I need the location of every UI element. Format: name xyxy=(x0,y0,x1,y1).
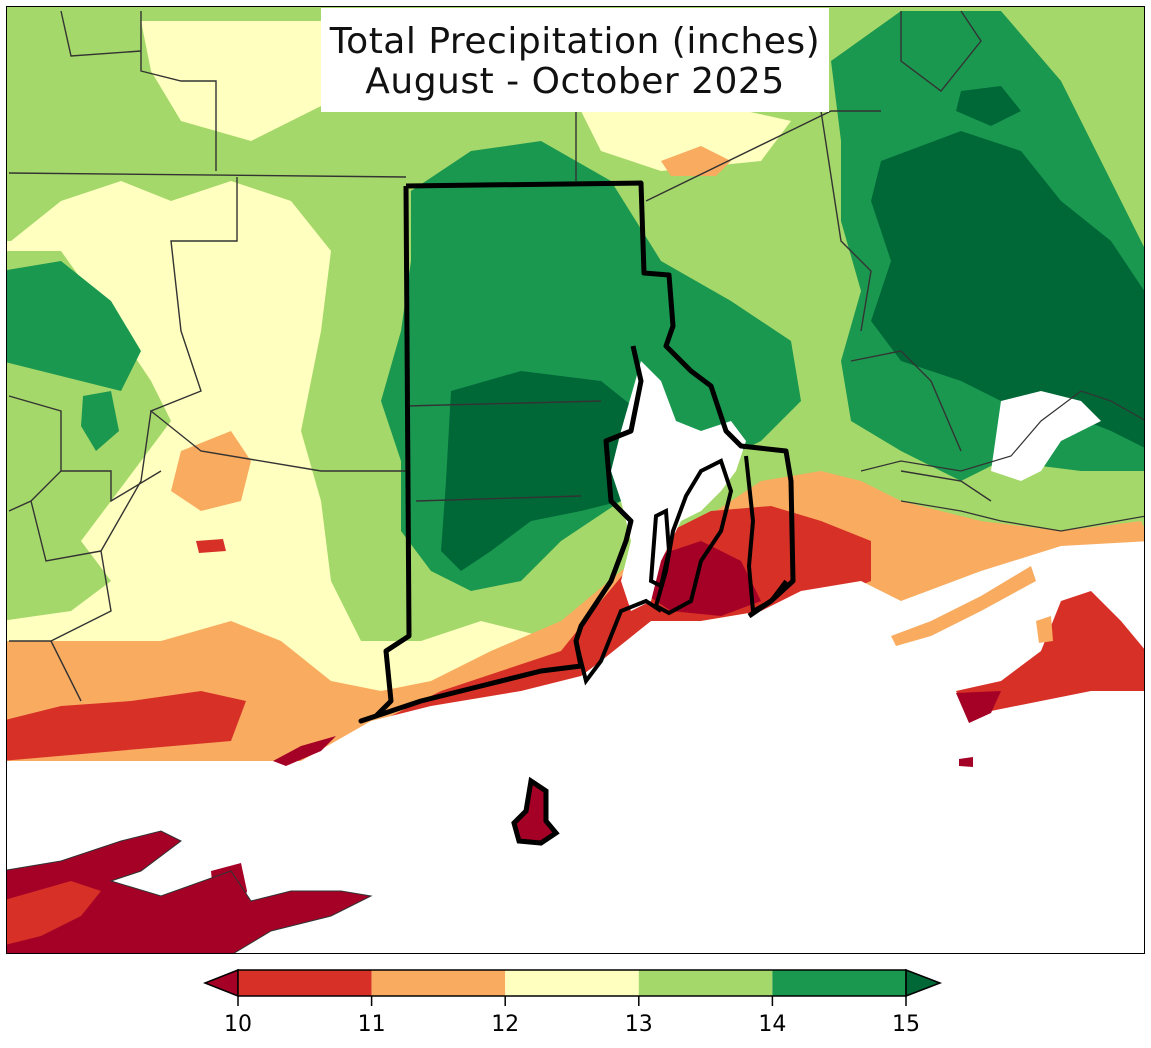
colorbar-bin-11-12 xyxy=(371,970,506,996)
colorbar-bin-12-13 xyxy=(505,970,639,996)
title-line-1: Total Precipitation (inches) xyxy=(329,21,821,62)
block-island xyxy=(511,776,560,846)
colorbar-tick-label: 13 xyxy=(624,1012,653,1037)
long-island-outline xyxy=(7,830,373,953)
colorbar-bin-14-15 xyxy=(772,970,906,996)
precipitation-map xyxy=(7,7,1144,953)
field-gt15-ri xyxy=(441,371,661,571)
colorbar-bin-13-14 xyxy=(638,970,773,996)
field-lt10-ri xyxy=(641,541,761,616)
marthas-vineyard-orange xyxy=(1036,616,1053,643)
conanicut-island xyxy=(648,507,672,589)
colorbar xyxy=(202,968,943,1006)
field-gt15-ma xyxy=(871,131,1144,448)
colorbar-extend-min xyxy=(202,968,239,998)
elizabeth-islands xyxy=(891,566,1036,646)
map-frame xyxy=(6,6,1145,954)
long-island xyxy=(7,831,371,953)
colorbar-bins xyxy=(202,968,943,1006)
field-14-15-ct xyxy=(7,261,141,391)
buzzards-bay xyxy=(991,391,1101,481)
colorbar-extend-max xyxy=(905,968,943,998)
field-12-13-patch-ne xyxy=(581,101,791,171)
colorbar-tick-label: 12 xyxy=(491,1012,520,1037)
field-10-11-spot xyxy=(196,539,226,553)
field-gt15-north xyxy=(956,86,1021,126)
title-line-2: August - October 2025 xyxy=(365,61,785,102)
colorbar-tick-label: 14 xyxy=(758,1012,787,1037)
map-title: Total Precipitation (inches) August - Oc… xyxy=(321,8,829,112)
marthas-vineyard xyxy=(956,591,1144,721)
ri-south-coast xyxy=(574,598,663,686)
ma-coastline xyxy=(860,390,1144,532)
field-11-12-spot xyxy=(171,431,251,511)
colorbar-tick-label: 15 xyxy=(892,1012,920,1037)
aquidneck-island xyxy=(653,458,734,616)
narragansett-bay xyxy=(611,361,746,611)
field-12-13-patch-north xyxy=(141,21,331,141)
county-boundaries xyxy=(8,10,992,702)
field-12-13-patch-west xyxy=(151,221,301,441)
colorbar-tick-label: 11 xyxy=(357,1012,386,1037)
field-10-11-coast xyxy=(7,691,246,761)
nomans-land xyxy=(959,757,973,767)
sakonnet-peninsula xyxy=(744,455,788,615)
marthas-vineyard-west xyxy=(956,691,1001,723)
ocean xyxy=(7,541,1144,953)
colorbar-bin-10-11 xyxy=(238,970,372,996)
colorbar-outline xyxy=(237,969,907,997)
long-island-orange xyxy=(7,881,101,945)
field-14-15-spot xyxy=(81,391,119,451)
colorbar-tick-label: 10 xyxy=(224,1012,252,1037)
fishers-island xyxy=(273,736,336,766)
